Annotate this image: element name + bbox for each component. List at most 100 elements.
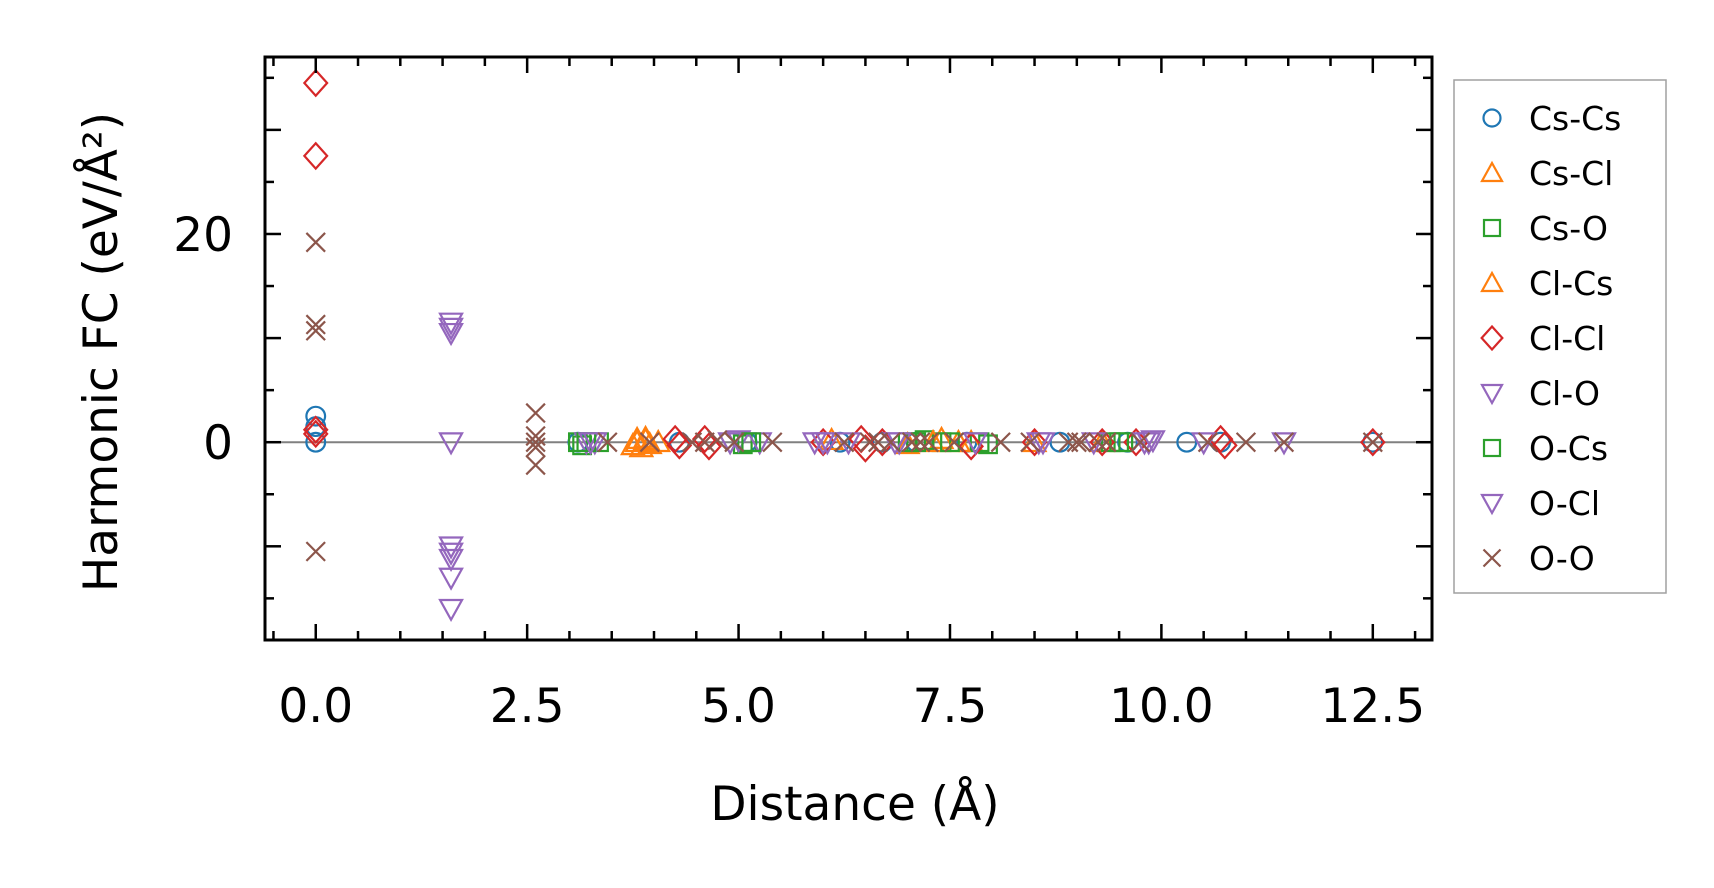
data-point [639,432,660,453]
data-point [1130,432,1151,453]
x-tick-label: 7.5 [913,679,988,734]
legend-marker [1482,548,1502,568]
data-point [1070,432,1092,453]
legend-marker [1482,218,1502,238]
data-point [438,322,464,347]
data-point [1211,431,1238,460]
data-point [577,432,604,456]
data-point [1197,432,1219,453]
data-point [305,232,326,253]
legend-label: Cl-O [1529,374,1600,413]
data-point [1176,431,1198,453]
data-point [1087,432,1109,453]
data-point [1362,432,1383,453]
legend-label: Cl-Cl [1529,319,1605,358]
series-cl-o [438,312,1297,623]
legend-label: O-O [1529,539,1595,578]
data-point [1235,432,1257,453]
legend-label: Cl-Cs [1529,264,1613,303]
data-point [1109,432,1130,453]
data-point [302,419,329,449]
series-cl-cl [302,68,1386,463]
legend-entry: Cs-O [1482,209,1608,248]
data-point [438,536,464,560]
legend-entry: O-Cs [1482,429,1608,468]
data-point [305,314,326,335]
data-point [958,432,984,461]
data-point [810,432,836,456]
data-point [741,432,762,453]
data-point [302,68,329,98]
plot-frame [263,55,1434,642]
legend-entry: Cl-Cs [1480,264,1613,303]
y-axis-label: Harmonic FC (eV/Å²) [74,112,129,592]
legend-label: Cs-Cs [1529,99,1621,138]
legend-marker [1482,108,1502,128]
data-point [438,542,464,566]
data-point [1030,432,1056,456]
data-point [305,405,327,427]
data-point [707,429,728,451]
data-point [302,415,329,444]
data-point [525,437,546,458]
data-point [525,402,546,424]
data-point [818,426,845,451]
x-axis-label: Distance (Å) [710,777,999,832]
data-point [438,548,464,573]
legend-entry: O-Cl [1480,484,1600,523]
data-point [1066,432,1087,453]
legend-entry: Cs-Cs [1482,99,1621,138]
legend-entry: Cs-Cl [1480,154,1613,193]
legend-marker [1480,383,1504,406]
legend: Cs-Cs Cs-Cl Cs-O Cl-Cs Cl-Cl Cl-O O-Cs O-Cl O-O [1453,79,1667,594]
plot-border [263,55,1434,642]
data-point [694,432,715,453]
data-point [305,541,326,562]
data-points [302,68,1386,623]
legend-marker [1480,160,1504,183]
data-point [438,432,464,456]
data-point [1359,427,1386,457]
x-tick-label: 0.0 [278,679,353,734]
data-point [438,567,464,591]
data-point [666,431,693,460]
x-tick-label: 5.0 [701,679,776,734]
data-point [990,432,1011,453]
legend-label: Cs-Cl [1529,154,1613,193]
y-tick-label: 0 [203,416,233,471]
data-point [1140,430,1166,454]
data-point [305,431,327,453]
legend-label: O-Cl [1529,484,1600,523]
legend-entry: Cl-O [1480,374,1600,413]
legend-marker [1480,270,1504,293]
x-tick-label: 10.0 [1109,679,1214,734]
x-tick-label: 12.5 [1320,679,1425,734]
data-point [940,432,960,453]
data-point [834,432,855,453]
data-point [880,432,901,453]
data-point [910,432,931,453]
legend-label: Cs-O [1529,209,1608,248]
legend-entry: O-O [1482,539,1595,578]
axis-ticks: 0.0 2.5 5.0 7.5 10.0 12.5 0 20 [173,57,1432,734]
data-point [1096,432,1117,453]
data-point [302,141,329,171]
series-o-o [305,232,1383,562]
data-point [438,598,464,623]
data-point [901,432,923,453]
data-point [632,426,659,451]
legend-marker [1482,438,1502,458]
data-point [1273,432,1295,453]
data-point [962,432,989,456]
data-point [1020,432,1041,453]
data-point [1362,431,1384,453]
data-point [438,317,464,341]
data-point [762,432,783,453]
data-point [525,432,546,453]
data-point [1271,432,1297,456]
data-point [918,432,939,453]
x-tick-label: 2.5 [490,679,565,734]
y-tick-label: 20 [173,208,233,263]
